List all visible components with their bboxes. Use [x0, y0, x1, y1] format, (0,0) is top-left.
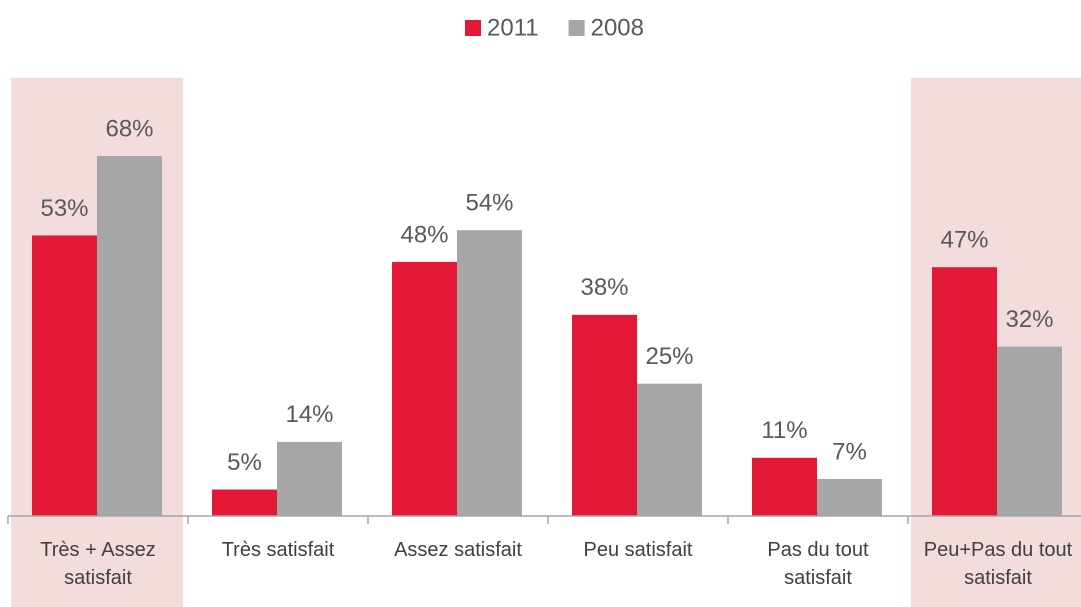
- value-label: 54%: [465, 190, 513, 217]
- bar: [572, 314, 637, 516]
- legend-swatch: [568, 20, 585, 36]
- value-label: 5%: [227, 449, 262, 476]
- legend-label: 2008: [591, 14, 644, 41]
- bar: [457, 230, 522, 516]
- x-tick-label: Peu satisfait: [583, 539, 693, 561]
- bar: [817, 478, 882, 516]
- bar: [212, 489, 277, 516]
- bar: [392, 261, 457, 516]
- x-tick-label: Peu+Pas du tout satisfait: [923, 539, 1073, 589]
- x-tick-label: Pas du tout satisfait: [767, 539, 869, 589]
- value-label: 14%: [285, 401, 333, 428]
- bar: [97, 156, 162, 516]
- value-label: 38%: [580, 274, 628, 301]
- value-label: 53%: [40, 195, 88, 222]
- bar: [32, 235, 97, 516]
- value-label: 68%: [105, 115, 153, 142]
- bar: [997, 346, 1062, 516]
- value-label: 47%: [940, 227, 988, 254]
- x-tick-label: Assez satisfait: [394, 539, 522, 561]
- value-label: 48%: [400, 221, 448, 248]
- value-label: 32%: [1005, 306, 1053, 333]
- value-label: 11%: [761, 417, 807, 444]
- bar: [752, 457, 817, 516]
- bar: [932, 267, 997, 516]
- value-label: 7%: [832, 438, 867, 465]
- value-label: 25%: [645, 343, 693, 370]
- x-tick-label: Très + Assez satisfait: [40, 539, 156, 589]
- bar: [637, 383, 702, 516]
- legend-label: 2011: [487, 14, 539, 41]
- bar: [277, 441, 342, 516]
- x-tick-label: Très satisfait: [221, 539, 335, 561]
- legend-swatch: [465, 20, 481, 36]
